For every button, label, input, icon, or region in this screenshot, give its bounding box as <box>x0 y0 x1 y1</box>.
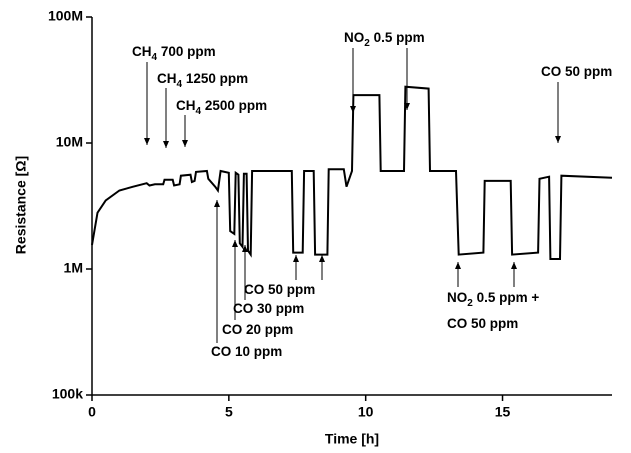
y-axis-label: Resistance [Ω] <box>13 156 29 254</box>
annotation-part: 4 <box>152 52 158 63</box>
annotation-part: 0.5 ppm + <box>473 290 540 305</box>
annotation-part: 700 ppm <box>157 44 216 59</box>
annotation-part: 4 <box>196 106 202 117</box>
annotation-part: 2 <box>364 38 370 49</box>
x-tick-label: 15 <box>495 404 511 420</box>
x-tick-label: 10 <box>358 404 374 420</box>
annotation-part: CH <box>132 44 152 59</box>
annotation-part: NO <box>447 290 467 305</box>
annotation: CO 50 ppm <box>447 316 518 331</box>
annotation-part: CH <box>157 71 177 86</box>
annotation-part: 4 <box>177 79 183 90</box>
annotation: CO 50 ppm <box>541 64 612 79</box>
annotation: NO2 0.5 ppm + <box>447 290 539 309</box>
arrows <box>144 48 561 343</box>
annotation-part: 2500 ppm <box>201 98 267 113</box>
annotation: NO2 0.5 ppm <box>344 30 425 49</box>
annotation: CO 50 ppm <box>244 282 315 297</box>
annotation-part: 0.5 ppm <box>370 30 425 45</box>
annotation: CH4 2500 ppm <box>176 98 267 117</box>
y-tick-label: 10M <box>56 134 83 150</box>
annotation: CO 20 ppm <box>222 322 293 337</box>
annotation-part: CH <box>176 98 196 113</box>
y-tick-label: 1M <box>64 260 83 276</box>
y-tick-label: 100k <box>52 386 83 402</box>
x-tick-label: 0 <box>88 404 96 420</box>
annotation: CO 30 ppm <box>233 301 304 316</box>
annotation-part: CO 50 ppm <box>447 316 518 331</box>
annotation-part: NO <box>344 30 364 45</box>
annotation-part: 2 <box>467 298 473 309</box>
annotation-part: CO 50 ppm <box>541 64 612 79</box>
annotation-part: CO 20 ppm <box>222 322 293 337</box>
annotation-part: 1250 ppm <box>182 71 248 86</box>
data-line <box>91 85 613 260</box>
annotation: CO 10 ppm <box>211 344 282 359</box>
annotation: CH4 700 ppm <box>132 44 216 63</box>
annotation-part: CO 50 ppm <box>244 282 315 297</box>
x-axis-label: Time [h] <box>325 431 379 447</box>
annotation-part: CO 30 ppm <box>233 301 304 316</box>
annotation-part: CO 10 ppm <box>211 344 282 359</box>
x-tick-label: 5 <box>225 404 233 420</box>
y-tick-label: 100M <box>48 8 83 24</box>
annotation: CH4 1250 ppm <box>157 71 248 90</box>
